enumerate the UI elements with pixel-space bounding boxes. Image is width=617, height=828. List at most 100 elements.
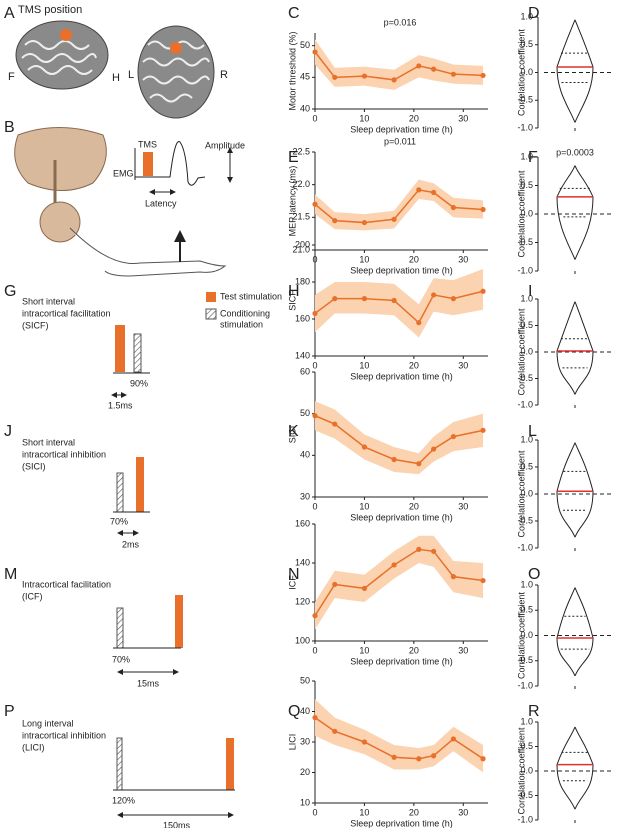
point: [431, 753, 437, 759]
point: [431, 548, 437, 554]
point: [480, 577, 486, 584]
y-tick-label: 21.0: [292, 244, 310, 254]
panel-label: R: [528, 703, 540, 720]
point: [450, 736, 456, 742]
point: [391, 297, 397, 304]
y-tick-label: 140: [295, 350, 310, 360]
interval: 2ms: [122, 539, 140, 549]
point: [391, 562, 397, 568]
y-tick-label: 0.0: [520, 67, 533, 77]
protocol-title: Intracortical facilitation: [22, 579, 111, 589]
point: [450, 574, 456, 580]
line: [314, 189, 484, 224]
point: [416, 320, 422, 326]
line: [314, 716, 484, 760]
y-tick-label: 120: [295, 596, 310, 606]
intensity: 120%: [112, 795, 135, 805]
point: [312, 413, 318, 419]
y-tick-label: 0.5: [520, 39, 533, 49]
point: [312, 201, 318, 207]
panel-label: J: [4, 423, 12, 440]
panel-label: M: [4, 566, 17, 583]
protocol-title: (ICF): [22, 591, 43, 601]
y-axis-title: MEP latency (ms): [287, 166, 297, 237]
interval: 150ms: [163, 820, 191, 828]
point: [332, 296, 338, 302]
point: [332, 728, 338, 734]
y-tick-label: 0.0: [520, 208, 533, 218]
ci-band: [315, 179, 484, 231]
x-tick-label: 20: [409, 807, 419, 817]
point: [480, 206, 486, 213]
protocol-title: intracortical inhibition: [22, 730, 106, 740]
point: [312, 310, 318, 317]
interval: 15ms: [137, 678, 160, 688]
y-tick-label: 0.5: [520, 461, 533, 471]
protocol-title: Short interval: [22, 296, 75, 306]
point: [391, 216, 397, 222]
point: [416, 187, 422, 193]
x-tick-label: 10: [359, 501, 369, 511]
point: [431, 189, 437, 196]
y-axis-title: SICI: [287, 426, 297, 444]
x-axis-title: Sleep deprivation time (h): [350, 265, 453, 275]
point: [332, 421, 338, 427]
y-axis-title: LICI: [287, 734, 297, 751]
violin-outline: [556, 726, 594, 810]
y-tick-label: -0.5: [517, 237, 533, 247]
y-tick-label: -1.0: [517, 814, 533, 824]
x-tick-label: 10: [359, 360, 369, 370]
x-tick-label: 30: [458, 807, 468, 817]
direction: F: [8, 71, 15, 83]
y-tick-label: 50: [300, 40, 310, 50]
y-tick-label: 0.0: [520, 765, 533, 775]
tms-position: TMS position: [18, 4, 82, 16]
y-tick-label: 40: [300, 706, 310, 716]
y-axis-title: ICF: [287, 575, 297, 590]
point: [312, 715, 318, 721]
latency-label: Latency: [145, 198, 177, 208]
panel-label: L: [528, 423, 537, 440]
y-axis-title: Correlation coefficient: [516, 592, 526, 679]
point: [332, 74, 338, 80]
x-axis-title: Sleep deprivation time (h): [350, 371, 453, 381]
y-tick-label: -1.0: [517, 122, 533, 132]
y-tick-label: 200: [295, 239, 310, 249]
line: [314, 290, 484, 324]
legend-label: Test stimulation: [220, 291, 282, 301]
ci-band: [315, 269, 484, 338]
point: [312, 613, 318, 619]
legend-swatch: [205, 308, 217, 320]
intensity: 70%: [110, 516, 128, 526]
violin-outline: [556, 19, 594, 123]
y-tick-label: -0.5: [517, 790, 533, 800]
point: [416, 63, 422, 69]
point: [361, 444, 368, 450]
intensity: 70%: [112, 654, 130, 664]
y-tick-label: 30: [300, 491, 310, 501]
point: [480, 72, 486, 79]
y-tick-label: 140: [295, 557, 310, 567]
x-tick-label: 10: [359, 645, 369, 655]
y-tick-label: 1.0: [520, 716, 533, 726]
ci-band: [315, 699, 484, 773]
x-axis-title: Sleep deprivation time (h): [350, 124, 453, 134]
point: [391, 456, 397, 463]
point: [431, 66, 437, 72]
x-tick-label: 30: [458, 360, 468, 370]
x-tick-label: 30: [458, 254, 468, 264]
protocol-title: (SICI): [22, 461, 46, 471]
legend-label: Conditioning: [220, 308, 270, 318]
panel-label: P: [4, 703, 15, 720]
brain-images: [15, 20, 215, 119]
y-tick-label: 0.5: [520, 605, 533, 615]
protocol-title: intracortical facilitation: [22, 308, 111, 318]
protocol-title: (LICI): [22, 742, 45, 752]
y-tick-label: -0.5: [517, 95, 533, 105]
p-value: p=0.016: [384, 17, 417, 27]
protocol-title: intracortical inhibition: [22, 449, 106, 459]
violin-outline: [556, 442, 594, 538]
direction: H: [112, 72, 120, 84]
tms-label: TMS: [138, 139, 157, 149]
y-tick-label: 21.5: [292, 212, 310, 222]
